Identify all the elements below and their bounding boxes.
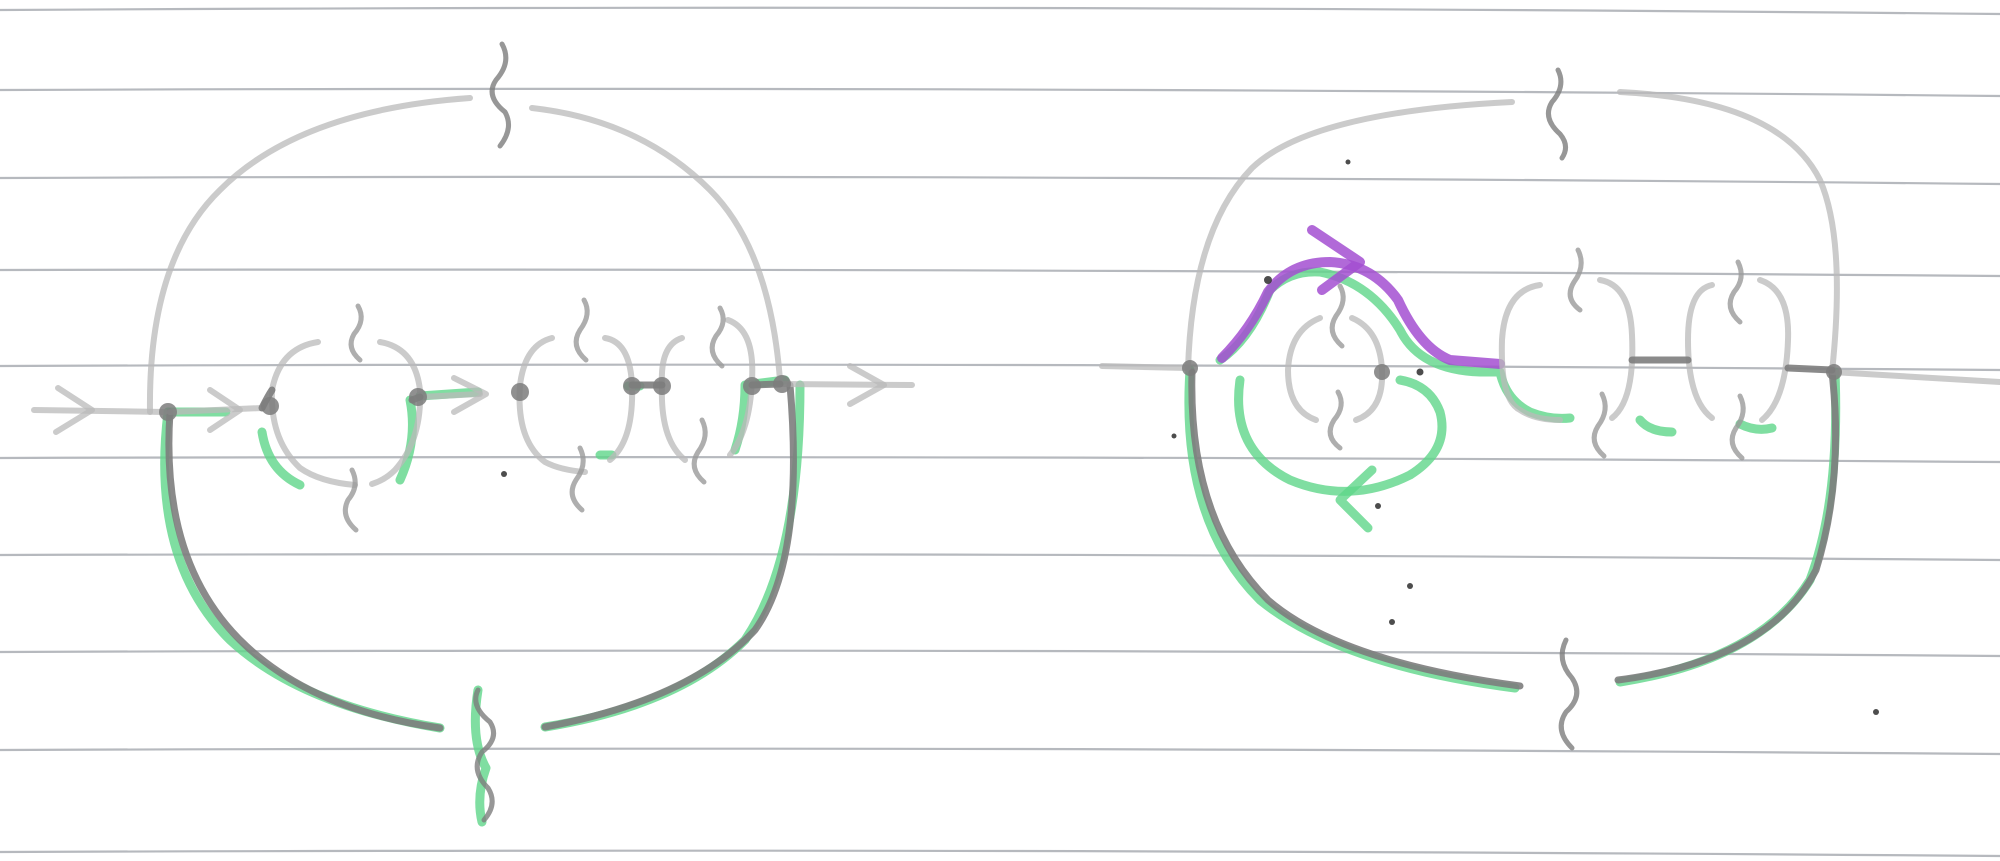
left-output-arrow xyxy=(847,363,887,407)
right-purple-arrow-head xyxy=(1307,225,1365,295)
right-outer-loop-top-right xyxy=(1617,89,1840,375)
left-vertex-4 xyxy=(511,383,529,401)
left-diagram xyxy=(31,41,915,827)
right-green-chain xyxy=(1635,415,1777,437)
left-bubble-2-squiggle-top xyxy=(573,297,590,363)
ruled-line xyxy=(0,87,2000,98)
ruled-line xyxy=(0,747,2000,756)
speck xyxy=(1264,276,1272,284)
left-top-squiggle xyxy=(489,41,512,149)
right-vertex-2 xyxy=(1374,364,1390,380)
right-green-loop-arrow xyxy=(1335,465,1377,533)
left-bubble-1-squiggle-bottom xyxy=(342,467,359,533)
left-bubble-3 xyxy=(658,305,756,485)
left-vertex-6 xyxy=(653,377,671,395)
right-main-line xyxy=(1099,363,2000,385)
left-vertex-8 xyxy=(773,375,791,393)
right-bubble-2-right xyxy=(1597,277,1636,421)
speck xyxy=(1407,583,1413,589)
right-green-path xyxy=(1184,267,1841,693)
left-chain-arrow-2 xyxy=(451,375,489,415)
right-green-lower-arc-right xyxy=(1615,367,1841,687)
right-bubble-2-left xyxy=(1498,282,1563,423)
left-input-arrow xyxy=(53,385,95,435)
left-vertex-7 xyxy=(743,377,761,395)
left-vertex-2 xyxy=(261,397,279,415)
right-outer-loop-bottom-left xyxy=(1188,368,1524,690)
ruled-line xyxy=(0,649,2000,658)
speck xyxy=(1171,433,1177,439)
right-purple-path xyxy=(1217,257,1505,369)
right-bubble-2-squiggle-bottom xyxy=(1591,391,1608,459)
left-bubble-1-right xyxy=(369,339,424,487)
left-bubble-1-left xyxy=(268,339,358,488)
left-outer-loop-top-right xyxy=(529,105,783,383)
ruled-line xyxy=(0,456,2000,464)
right-bottom-squiggle xyxy=(1558,637,1580,751)
speck xyxy=(1873,709,1879,715)
left-green-lower-arc-right xyxy=(540,380,805,732)
left-bubble-2 xyxy=(516,297,636,513)
right-diagram xyxy=(501,67,2000,751)
left-vertex-3 xyxy=(409,388,427,406)
left-bubble-2-left xyxy=(516,335,588,475)
left-green-lower-arc-left xyxy=(160,407,445,733)
right-bubble-3-squiggle-bottom xyxy=(1729,393,1746,461)
left-bottom-squiggle xyxy=(473,687,497,823)
speck xyxy=(1416,368,1424,376)
left-vertex-5 xyxy=(623,377,641,395)
right-vertex-3 xyxy=(1826,364,1842,380)
right-top-squiggle xyxy=(1545,67,1568,161)
left-outer-loop-top-left xyxy=(146,95,473,415)
left-bubble-3-squiggle-bottom xyxy=(691,417,708,485)
ruled-lines xyxy=(0,6,2000,858)
speck xyxy=(1345,159,1351,165)
speck xyxy=(501,471,507,477)
speck xyxy=(1389,619,1395,625)
ruled-line xyxy=(0,175,2000,186)
left-bubble-1-squiggle-top xyxy=(348,303,364,363)
left-outer-loop-bottom-left xyxy=(165,408,444,732)
ruled-line xyxy=(0,553,2000,562)
right-bubble-3-left xyxy=(1685,282,1715,421)
left-chain-arrow-1 xyxy=(207,387,243,433)
left-bubble-2-squiggle-bottom xyxy=(569,445,586,513)
ruled-line xyxy=(0,363,2000,372)
right-bubble-1-squiggle-bottom xyxy=(1327,389,1344,451)
left-bubble-2-right xyxy=(602,335,636,463)
left-vertex-1 xyxy=(159,403,177,421)
right-outer-loop-top-left xyxy=(1185,99,1515,373)
right-bubble-3-right xyxy=(1757,277,1792,423)
left-bubble-3-squiggle-top xyxy=(709,305,726,369)
ruled-line xyxy=(0,6,2000,16)
right-vertex-1 xyxy=(1182,360,1198,376)
speck xyxy=(1375,503,1381,509)
left-main-line xyxy=(31,381,915,415)
left-bubble-1 xyxy=(268,303,424,533)
left-bubble-3-left xyxy=(658,335,688,463)
right-bubble-1-left xyxy=(1285,315,1323,423)
right-chain-link-2 xyxy=(1784,364,1836,374)
right-bubble-3-squiggle-top xyxy=(1727,259,1744,325)
ruled-line xyxy=(0,849,2000,858)
right-outer-loop-bottom-right xyxy=(1614,368,1840,684)
right-bubble-2 xyxy=(1498,247,1636,459)
left-green-tail xyxy=(470,685,491,827)
left-outer-loop-bottom-right xyxy=(541,381,797,731)
right-bubble-2-squiggle-top xyxy=(1567,247,1584,313)
right-green-loop xyxy=(1234,375,1447,496)
right-bubble-3 xyxy=(1685,259,1792,461)
right-bubble-1-squiggle-top xyxy=(1329,283,1346,349)
ruled-line xyxy=(0,268,2000,278)
